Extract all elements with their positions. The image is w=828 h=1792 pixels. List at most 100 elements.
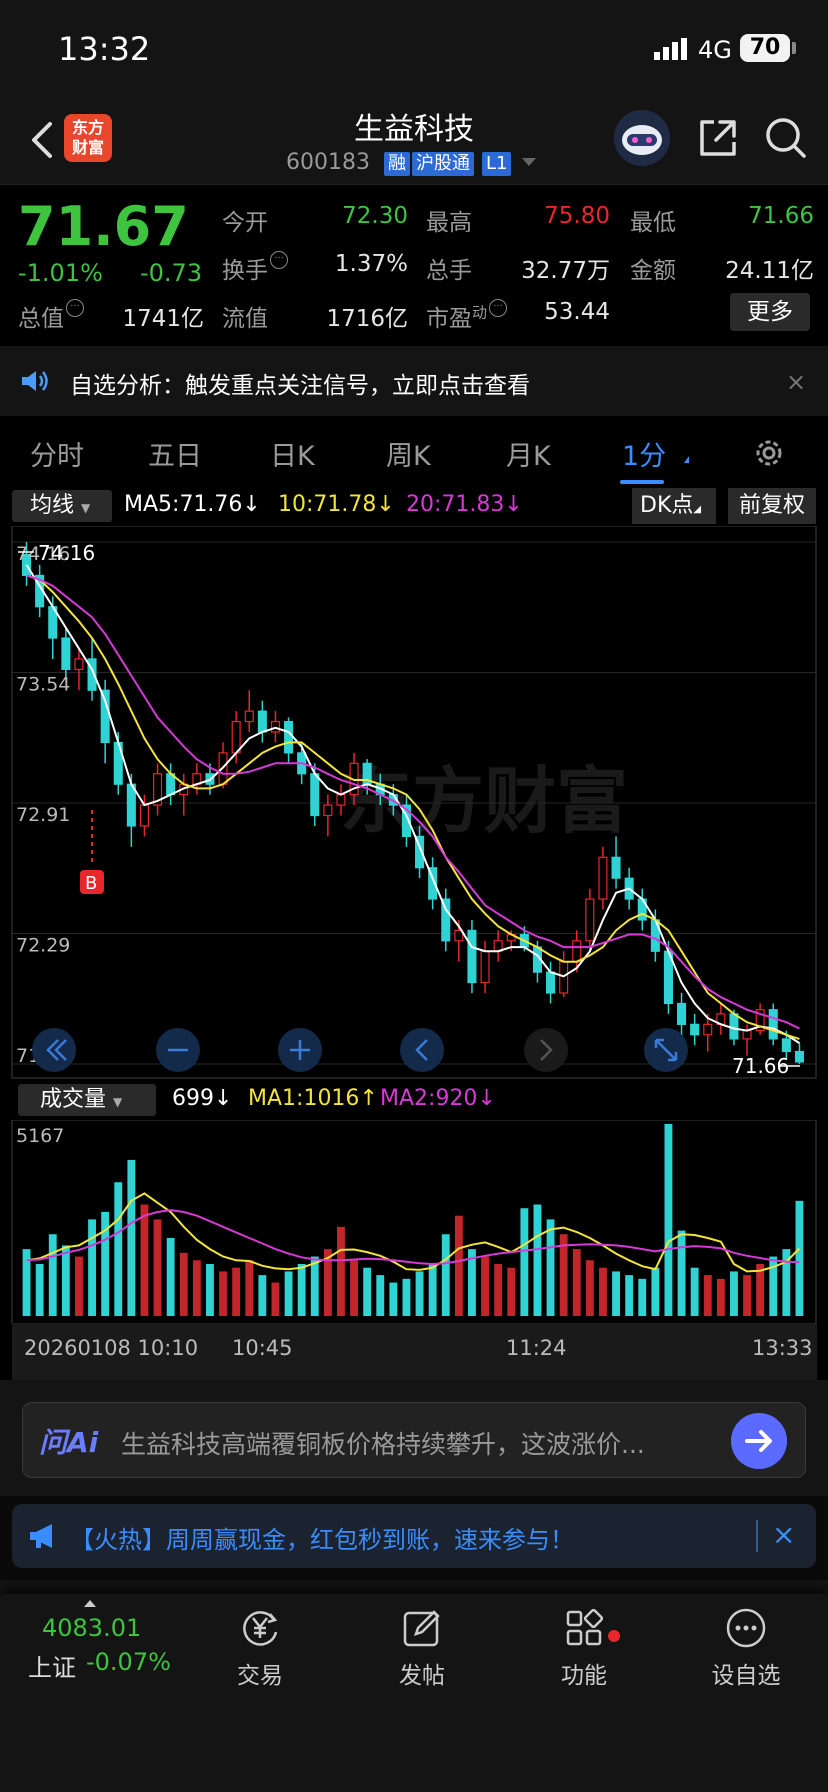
search-icon[interactable] xyxy=(764,116,808,160)
volume-ma2: MA2:920↓ xyxy=(380,1086,496,1111)
volume-bar xyxy=(88,1219,96,1316)
tab-five-day[interactable]: 五日 xyxy=(148,441,202,472)
nav-post[interactable]: 发帖 xyxy=(362,1606,482,1690)
candle xyxy=(61,627,71,680)
code-dropdown-icon[interactable] xyxy=(522,158,536,166)
volume-ma2-line xyxy=(26,1209,800,1266)
volume-bar xyxy=(599,1267,607,1316)
tab-weekly-k[interactable]: 周K xyxy=(386,441,431,472)
tab-intraday[interactable]: 分时 xyxy=(30,441,84,472)
candle xyxy=(467,919,477,994)
zoom-out-button[interactable] xyxy=(156,1028,200,1072)
ma10-text: 10:71.78 xyxy=(278,492,377,517)
zoom-in-button[interactable] xyxy=(278,1028,322,1072)
volume-bar xyxy=(441,1234,450,1316)
float-cap-value: 1716亿 xyxy=(326,306,408,332)
time-axis: 20260108 10:10 10:45 11:24 13:33 xyxy=(12,1324,817,1380)
eastmoney-logo[interactable]: 东方 财富 xyxy=(64,114,112,162)
volume-bar xyxy=(572,1249,581,1316)
volume-bar xyxy=(127,1159,136,1316)
battery-tip xyxy=(792,42,796,54)
volume-bar xyxy=(664,1124,673,1316)
fullscreen-button[interactable] xyxy=(644,1028,688,1072)
ai-submit-button[interactable] xyxy=(731,1413,787,1469)
chevron-up-icon[interactable] xyxy=(84,1600,96,1607)
more-button[interactable]: 更多 xyxy=(730,293,810,331)
scroll-right-button[interactable] xyxy=(524,1028,568,1072)
nav-functions[interactable]: 功能 xyxy=(524,1606,644,1690)
buy-marker-text: B xyxy=(85,873,97,894)
ma20-line xyxy=(26,574,800,1030)
stock-code[interactable]: 600183 xyxy=(286,150,370,175)
volume-bar xyxy=(546,1219,555,1316)
tab-dropdown-icon[interactable] xyxy=(684,456,689,463)
share-icon[interactable] xyxy=(696,116,740,160)
arrow-right-icon xyxy=(745,1430,772,1452)
nav-trade[interactable]: 交易 xyxy=(200,1606,320,1690)
ma5-value: MA5:71.76↓ xyxy=(124,492,261,517)
change-amount: -0.73 xyxy=(140,259,203,287)
low-price-marker: 71.66 xyxy=(732,1054,800,1078)
last-price: 71.67 xyxy=(18,195,189,258)
volume-chart[interactable]: 5167 xyxy=(0,1120,828,1324)
candle xyxy=(153,763,163,816)
volume-bar xyxy=(376,1275,385,1316)
amount-value: 24.11亿 xyxy=(725,258,814,284)
gear-icon[interactable] xyxy=(752,436,786,470)
volume-ma-lines xyxy=(26,1192,801,1273)
buy-marker[interactable]: B xyxy=(80,810,104,894)
logo-text-bottom: 财富 xyxy=(71,138,104,157)
logo-text-top: 东方 xyxy=(71,118,104,137)
plus-icon xyxy=(290,1040,310,1060)
ma-select[interactable]: 均线 ▼ xyxy=(12,490,112,522)
volume-bar xyxy=(258,1275,267,1316)
scroll-left-fast-button[interactable] xyxy=(32,1028,76,1072)
volume-bar xyxy=(337,1226,345,1316)
double-chevron-left-icon xyxy=(46,1039,67,1061)
close-icon[interactable]: × xyxy=(772,1518,796,1551)
robot-assistant-icon[interactable] xyxy=(614,110,670,166)
stock-header: 东方 财富 生益科技 600183 融 沪股通 L1 xyxy=(0,96,828,184)
tab-monthly-k[interactable]: 月K xyxy=(506,441,551,472)
volume-bar xyxy=(756,1263,765,1316)
close-icon[interactable]: × xyxy=(786,368,807,396)
tab-daily-k[interactable]: 日K xyxy=(270,441,315,472)
ma5-text: MA5:71.76 xyxy=(124,492,243,517)
pe-label[interactable]: 市盈动 ··· xyxy=(426,299,508,333)
candle xyxy=(244,690,254,733)
time-label-start: 20260108 10:10 xyxy=(24,1336,199,1360)
volume-bar xyxy=(114,1182,123,1316)
back-arrow-icon[interactable] xyxy=(26,118,60,162)
candle xyxy=(703,1013,713,1052)
high-price-marker: 74.16 xyxy=(18,541,95,565)
dk-point-button[interactable]: DK点◢ xyxy=(632,488,716,524)
ai-question-box[interactable]: 问Ai 生益科技高端覆铜板价格持续攀升，这波涨价... xyxy=(22,1402,806,1478)
market-cap-label[interactable]: 总值 ··· xyxy=(18,299,84,333)
active-tab-indicator xyxy=(620,480,664,484)
time-label: 10:45 xyxy=(232,1336,293,1360)
indicator-select-label: 成交量 xyxy=(40,1087,107,1112)
notice-bar[interactable]: 自选分析：触发重点关注信号，立即点击查看 × xyxy=(0,346,828,416)
ai-band: 问Ai 生益科技高端覆铜板价格持续攀升，这波涨价... xyxy=(0,1380,828,1496)
nav-add-watchlist[interactable]: 设自选 xyxy=(686,1606,806,1690)
info-icon: ··· xyxy=(489,299,508,317)
expand-icon xyxy=(654,1038,678,1062)
pe-label-text: 市盈 xyxy=(426,306,472,332)
period-tabs: 分时 五日 日K 周K 月K 1分 xyxy=(0,416,828,488)
trade-yen-icon xyxy=(243,1611,278,1646)
candle xyxy=(690,1013,700,1046)
arrow-down-icon: ↓ xyxy=(376,492,395,517)
forward-adjust-button[interactable]: 前复权 xyxy=(728,488,816,524)
candle xyxy=(323,794,333,837)
indicator-select[interactable]: 成交量 ▼ xyxy=(18,1084,156,1116)
turnover-rate-label[interactable]: 换手 ··· xyxy=(222,251,288,285)
tab-1-minute[interactable]: 1分 xyxy=(622,441,667,472)
scroll-left-button[interactable] xyxy=(400,1028,444,1072)
ai-suggestion-text: 生益科技高端覆铜板价格持续攀升，这波涨价... xyxy=(121,1430,645,1459)
candle xyxy=(585,888,595,952)
volume-bar xyxy=(310,1256,319,1316)
volume-label: 总手 xyxy=(426,258,472,284)
index-value: 4083.01 xyxy=(42,1614,142,1642)
promo-banner[interactable]: 【火热】周周赢现金，红包秒到账，速来参与！ × xyxy=(12,1504,816,1568)
